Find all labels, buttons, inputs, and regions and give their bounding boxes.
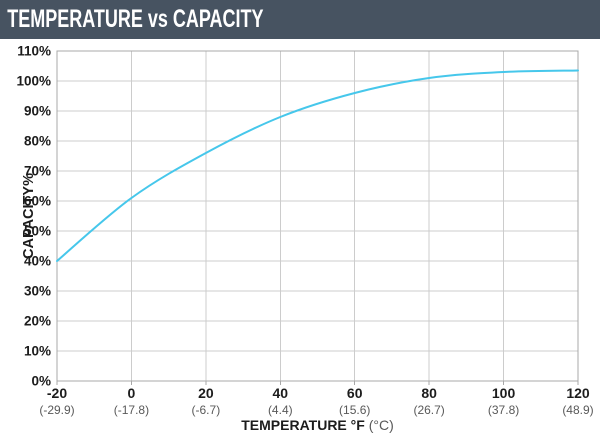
- svg-text:0: 0: [128, 385, 136, 401]
- svg-text:(-29.9): (-29.9): [39, 403, 74, 417]
- svg-text:60%: 60%: [24, 194, 51, 209]
- svg-text:120: 120: [566, 385, 590, 401]
- svg-text:(-17.8): (-17.8): [114, 403, 149, 417]
- svg-text:30%: 30%: [24, 284, 51, 299]
- svg-text:20: 20: [198, 385, 214, 401]
- page-title: TEMPERATURE vs CAPACITY: [7, 5, 264, 33]
- svg-text:(15.6): (15.6): [339, 403, 370, 417]
- svg-text:50%: 50%: [24, 224, 51, 239]
- svg-text:(-6.7): (-6.7): [192, 403, 221, 417]
- svg-text:0%: 0%: [31, 374, 51, 389]
- svg-text:(26.7): (26.7): [413, 403, 444, 417]
- svg-text:(48.9): (48.9): [562, 403, 593, 417]
- x-axis-title: TEMPERATURE °F (°C): [241, 417, 394, 433]
- svg-text:10%: 10%: [24, 344, 51, 359]
- svg-text:20%: 20%: [24, 314, 51, 329]
- svg-text:40%: 40%: [24, 254, 51, 269]
- svg-text:90%: 90%: [24, 104, 51, 119]
- svg-text:40: 40: [272, 385, 288, 401]
- svg-text:100%: 100%: [16, 74, 51, 89]
- svg-text:80: 80: [421, 385, 437, 401]
- svg-text:60: 60: [347, 385, 363, 401]
- svg-text:(37.8): (37.8): [488, 403, 519, 417]
- svg-text:-20: -20: [47, 385, 67, 401]
- y-axis-title: CAPACITY%: [21, 173, 37, 259]
- svg-text:80%: 80%: [24, 134, 51, 149]
- svg-text:(4.4): (4.4): [268, 403, 293, 417]
- svg-text:100: 100: [492, 385, 516, 401]
- capacity-curve: [56, 69, 579, 262]
- header-bar: TEMPERATURE vs CAPACITY: [0, 0, 600, 39]
- svg-text:110%: 110%: [17, 44, 51, 59]
- svg-text:70%: 70%: [24, 164, 51, 179]
